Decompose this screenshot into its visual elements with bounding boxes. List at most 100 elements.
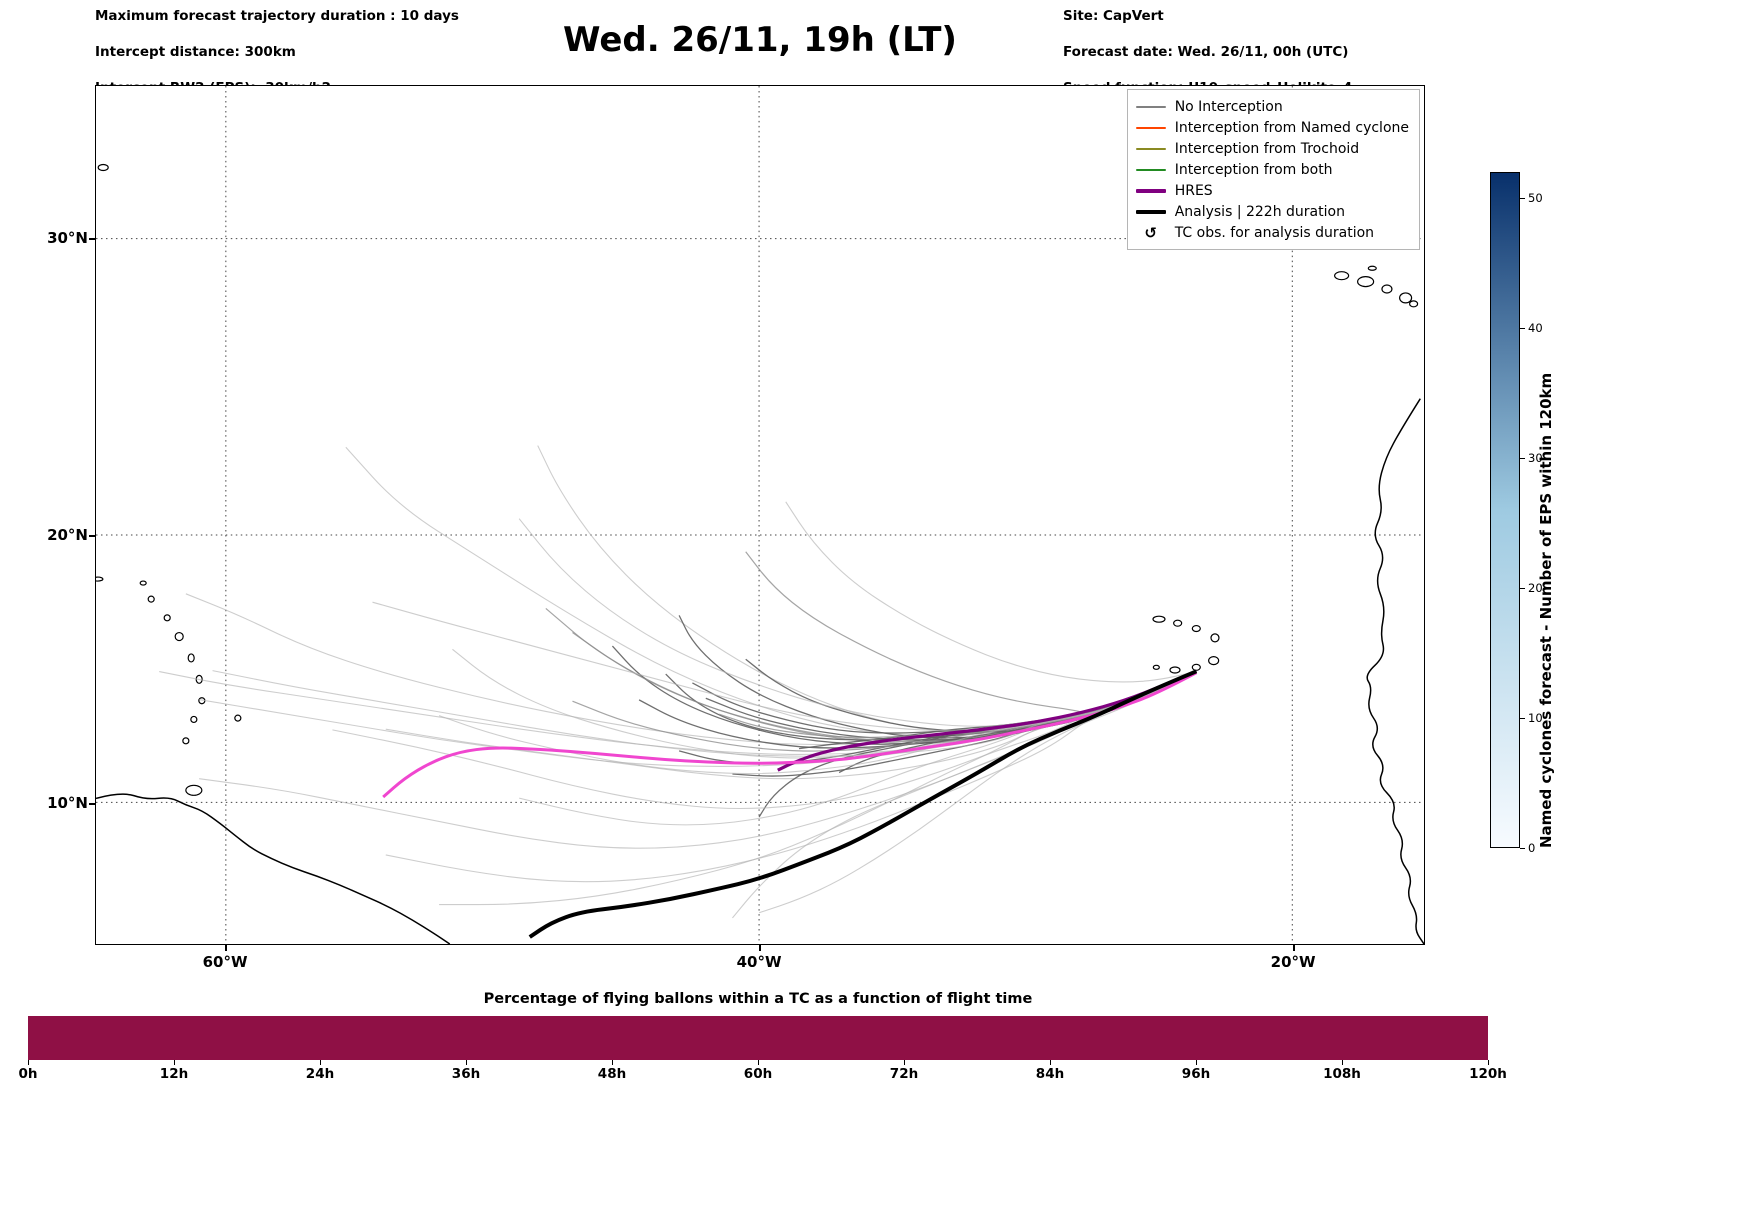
ensemble-trajectory bbox=[345, 446, 1197, 737]
legend-line-swatch bbox=[1135, 147, 1166, 150]
legend-swatch bbox=[1135, 209, 1166, 214]
ensemble-trajectory bbox=[745, 658, 1197, 733]
legend-line-swatch bbox=[1135, 105, 1166, 108]
legend-line-swatch bbox=[1135, 168, 1166, 171]
island bbox=[1399, 292, 1413, 304]
island bbox=[185, 784, 203, 796]
island bbox=[1334, 271, 1350, 281]
legend-item: Interception from Trochoid bbox=[1135, 138, 1409, 159]
map-plot: No Interception Interception from Named c… bbox=[95, 85, 1425, 945]
legend-swatch bbox=[1135, 105, 1166, 108]
ensemble-trajectory bbox=[438, 670, 1197, 775]
ensemble-trajectory bbox=[745, 551, 1197, 715]
colorbar-tick-label: 40 bbox=[1528, 321, 1543, 335]
colorbar-tick bbox=[1520, 718, 1525, 719]
flight-time-tick-label: 36h bbox=[451, 1066, 481, 1082]
coastline-africa bbox=[1366, 398, 1424, 944]
ensemble-trajectory bbox=[439, 670, 1197, 906]
flight-time-tick-label: 108h bbox=[1323, 1066, 1361, 1082]
island bbox=[1191, 663, 1201, 671]
ensemble-trajectory bbox=[332, 670, 1197, 810]
intercept-distance-text: Intercept distance: 300km bbox=[95, 44, 296, 60]
colorbar-tick-label: 10 bbox=[1528, 711, 1543, 725]
island bbox=[190, 715, 198, 724]
legend-label: TC obs. for analysis duration bbox=[1174, 224, 1375, 241]
site-text: Site: CapVert bbox=[1063, 8, 1164, 24]
legend-label: Interception from both bbox=[1174, 161, 1333, 178]
island bbox=[234, 714, 242, 722]
flight-time-tick-label: 24h bbox=[305, 1066, 335, 1082]
ensemble-trajectory bbox=[785, 501, 1197, 683]
legend-label: Interception from Trochoid bbox=[1174, 140, 1360, 157]
flight-time-bar bbox=[28, 1016, 1488, 1060]
flight-time-tick bbox=[1050, 1060, 1051, 1065]
legend-label: Analysis | 222h duration bbox=[1174, 203, 1345, 220]
map-legend: No Interception Interception from Named c… bbox=[1126, 89, 1420, 250]
island bbox=[1367, 265, 1377, 271]
ensemble-trajectory bbox=[537, 445, 1197, 734]
island bbox=[163, 614, 171, 622]
ensemble-trajectory bbox=[611, 645, 1197, 745]
ensemble-trajectory bbox=[212, 670, 1197, 757]
island bbox=[1208, 656, 1220, 666]
island bbox=[96, 576, 104, 582]
flight-time-tick bbox=[612, 1060, 613, 1065]
flight-time-tick bbox=[758, 1060, 759, 1065]
legend-label: No Interception bbox=[1174, 98, 1283, 115]
ensemble-trajectory bbox=[372, 601, 1197, 732]
island bbox=[182, 737, 190, 745]
flight-time-tick-label: 120h bbox=[1469, 1066, 1507, 1082]
legend-line-swatch bbox=[1135, 126, 1166, 129]
coastline-south_america bbox=[96, 793, 451, 944]
legend-line-swatch bbox=[1135, 209, 1166, 214]
legend-item: Interception from both bbox=[1135, 159, 1409, 180]
legend-swatch bbox=[1135, 126, 1166, 129]
ensemble-trajectory bbox=[518, 518, 1197, 727]
island bbox=[97, 163, 109, 172]
y-axis-tick-label: 10°N bbox=[47, 794, 88, 812]
island bbox=[1152, 664, 1160, 670]
island bbox=[1210, 633, 1220, 643]
legend-item: No Interception bbox=[1135, 96, 1409, 117]
island bbox=[1169, 666, 1181, 674]
ensemble-trajectory bbox=[572, 632, 1197, 742]
colorbar-tick bbox=[1520, 458, 1525, 459]
hres-trajectory bbox=[777, 669, 1197, 772]
legend-label: Interception from Named cyclone bbox=[1174, 119, 1409, 136]
x-axis-tick-label: 40°W bbox=[736, 953, 782, 971]
legend-swatch bbox=[1135, 168, 1166, 171]
legend-item: ↺ TC obs. for analysis duration bbox=[1136, 222, 1409, 243]
max-duration-text: Maximum forecast trajectory duration : 1… bbox=[95, 8, 459, 24]
legend-label: HRES bbox=[1174, 182, 1213, 199]
flight-time-tick bbox=[28, 1060, 29, 1065]
island bbox=[1357, 276, 1375, 288]
flight-time-tick bbox=[320, 1060, 321, 1065]
legend-item: Analysis | 222h duration bbox=[1135, 201, 1409, 222]
colorbar-tick-label: 20 bbox=[1528, 581, 1543, 595]
flight-time-tick-label: 12h bbox=[159, 1066, 189, 1082]
y-axis-tick bbox=[89, 238, 95, 240]
legend-line-swatch bbox=[1135, 188, 1166, 193]
legend-swatch bbox=[1135, 188, 1166, 193]
x-axis-tick bbox=[759, 945, 761, 951]
flight-time-tick bbox=[1196, 1060, 1197, 1065]
page-title: Wed. 26/11, 19h (LT) bbox=[563, 20, 957, 60]
flight-time-tick bbox=[904, 1060, 905, 1065]
flight-time-tick bbox=[1342, 1060, 1343, 1065]
colorbar-label: Named cyclones forecast - Number of EPS … bbox=[1537, 372, 1555, 848]
bottom-chart-title: Percentage of flying ballons within a TC… bbox=[483, 991, 1033, 1007]
y-axis-tick-label: 30°N bbox=[47, 229, 88, 247]
island bbox=[174, 631, 184, 642]
flight-time-tick-label: 48h bbox=[597, 1066, 627, 1082]
island bbox=[1173, 619, 1183, 627]
colorbar-tick bbox=[1520, 588, 1525, 589]
flight-time-tick-label: 60h bbox=[743, 1066, 773, 1082]
island bbox=[1152, 615, 1166, 623]
island bbox=[147, 595, 155, 603]
analysis-trajectory bbox=[528, 669, 1198, 939]
flight-time-tick-label: 96h bbox=[1181, 1066, 1211, 1082]
ensemble-trajectory bbox=[199, 670, 1197, 849]
y-axis-tick bbox=[89, 535, 95, 537]
island bbox=[1191, 624, 1201, 633]
flight-time-tick-label: 84h bbox=[1035, 1066, 1065, 1082]
